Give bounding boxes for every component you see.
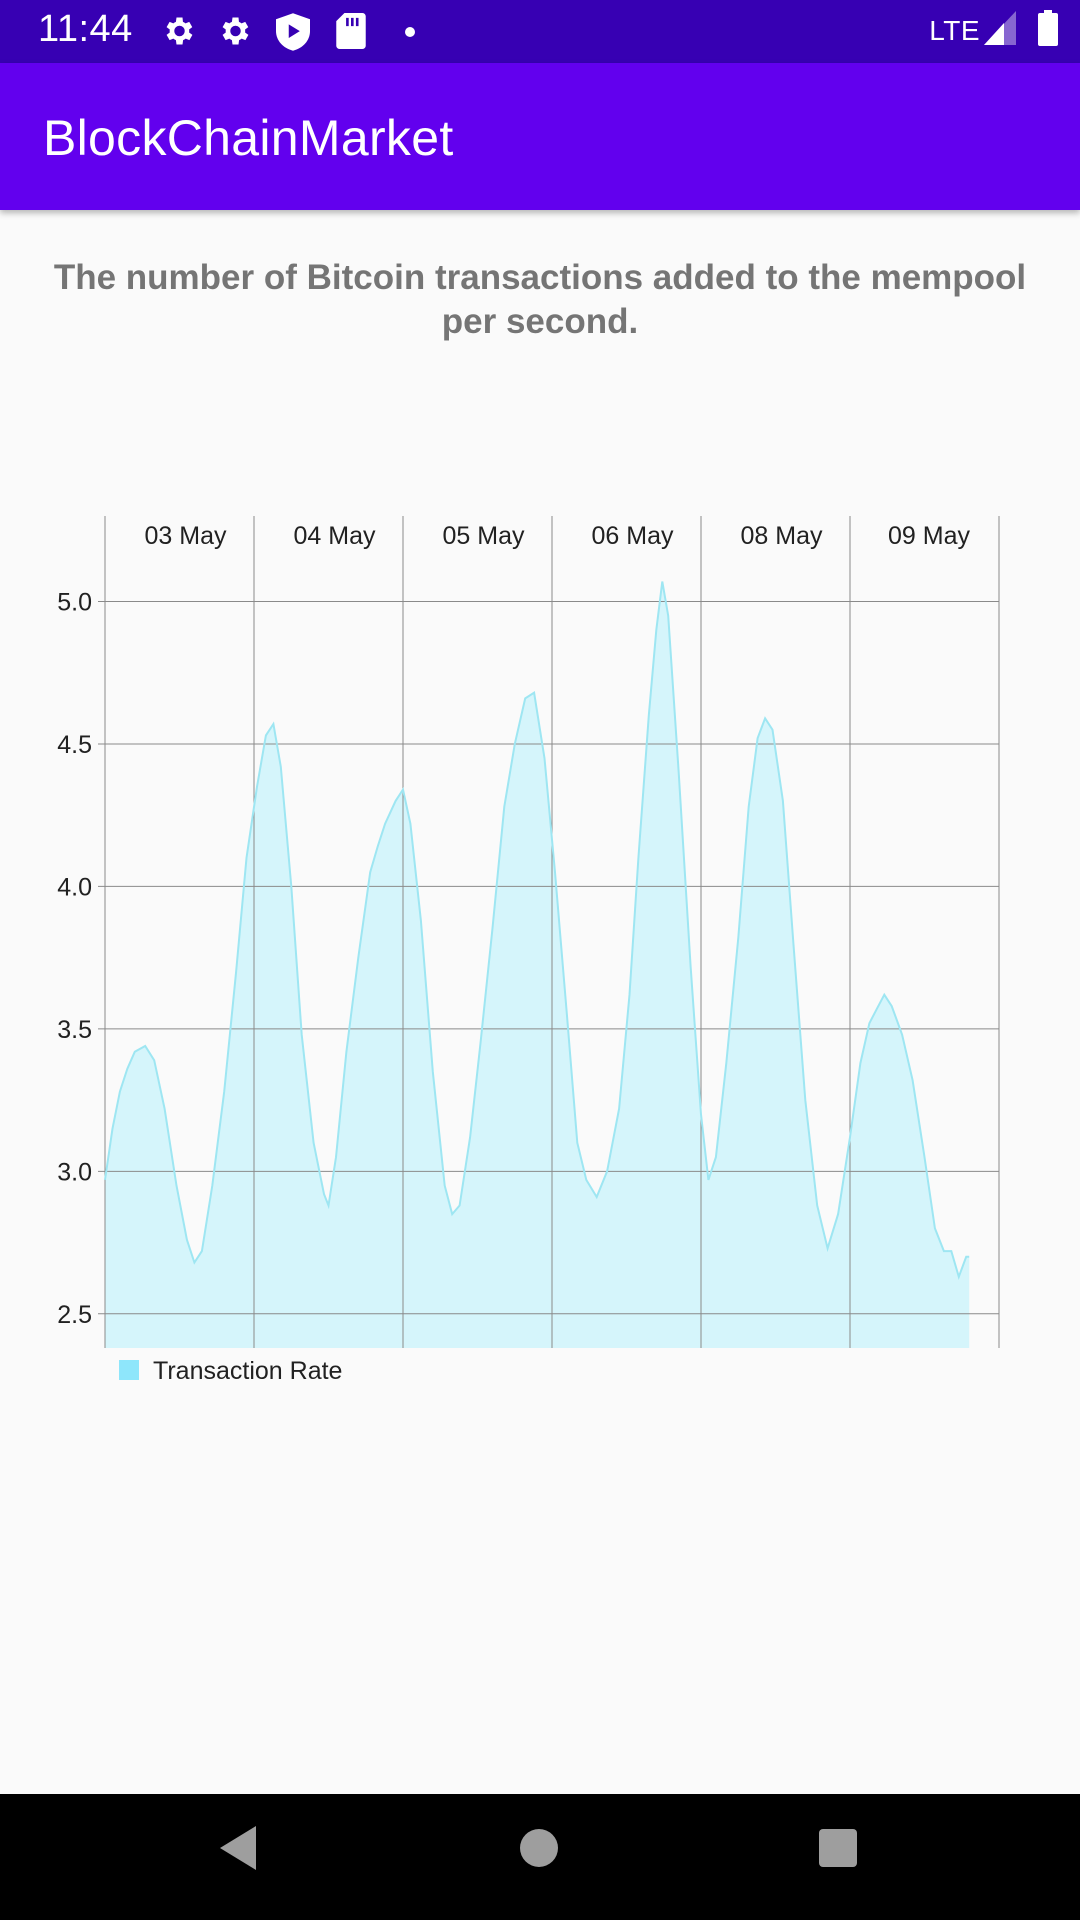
dot-icon: [404, 25, 416, 43]
shield-play-icon: [276, 13, 310, 56]
y-tick-label: 2.5: [57, 1301, 92, 1329]
transaction-rate-chart: 2.5 3.0 3.5 4.0 4.5 5.0 03 May 04 May 05 May 06 M…: [57, 516, 1000, 1385]
chart-title: The number of Bitcoin transactions added…: [53, 258, 1027, 341]
status-bar: 11:44 LTE: [0, 0, 1080, 63]
app-title: BlockChainMarket: [43, 110, 454, 166]
x-tick-label: 08 May: [741, 522, 823, 550]
x-tick-label: 05 May: [443, 522, 525, 550]
x-tick-label: 09 May: [888, 522, 970, 550]
y-tick-label: 4.5: [57, 731, 92, 759]
series-line-transaction-rate: [104, 581, 970, 1280]
sd-card-icon: [336, 13, 366, 54]
back-icon[interactable]: [216, 1824, 260, 1877]
y-tick-label: 4.0: [57, 873, 92, 901]
network-type-label: LTE: [929, 14, 980, 46]
y-tick-label: 3.5: [57, 1016, 92, 1044]
series-area-transaction-rate: [105, 581, 970, 1348]
legend-label: Transaction Rate: [153, 1357, 342, 1385]
gear-icon: [160, 13, 196, 54]
y-tick-label: 3.0: [57, 1158, 92, 1186]
signal-icon: [984, 11, 1016, 50]
recents-icon[interactable]: [818, 1824, 858, 1877]
legend-swatch: [119, 1360, 139, 1380]
battery-icon: [1038, 10, 1058, 51]
x-tick-label: 06 May: [592, 522, 674, 550]
x-tick-label: 03 May: [145, 522, 227, 550]
x-tick-label: 04 May: [294, 522, 376, 550]
app-bar: BlockChainMarket: [0, 63, 1080, 210]
y-tick-label: 5.0: [57, 588, 92, 616]
status-time: 11:44: [38, 8, 133, 50]
gear-icon: [216, 13, 252, 54]
navigation-bar: [0, 1794, 1080, 1920]
home-icon[interactable]: [519, 1824, 559, 1877]
